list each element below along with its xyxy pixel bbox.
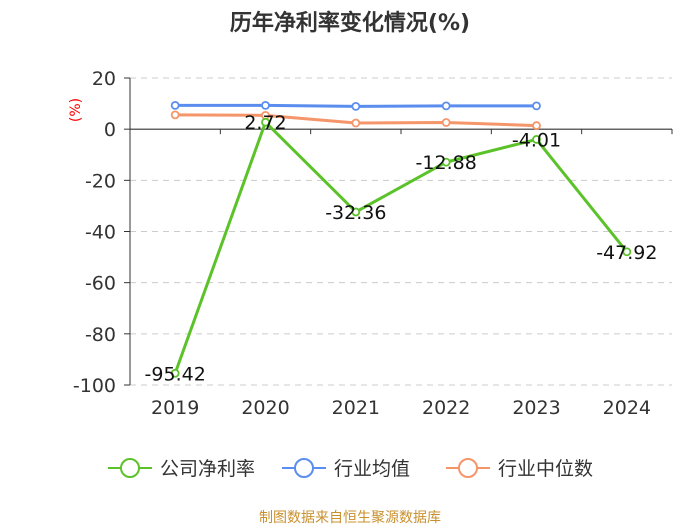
x-tick-label: 2019 (151, 397, 199, 419)
legend-label: 行业均值 (334, 458, 410, 480)
data-point[interactable] (261, 117, 270, 127)
y-tick-label: 20 (92, 68, 116, 90)
data-point[interactable] (170, 100, 180, 110)
y-axis-label: (%) (68, 98, 84, 122)
data-point[interactable] (441, 157, 451, 167)
data-point[interactable] (441, 118, 451, 127)
y-tick-label: -100 (73, 375, 116, 397)
legend-marker (294, 458, 314, 478)
gridlines (130, 77, 672, 386)
legend-item-0[interactable]: 公司净利率 (108, 458, 255, 480)
data-point[interactable] (170, 110, 180, 120)
series-layer: -95.42 2.72 -32.36 -12.88 -4.01 -47.92 (145, 100, 658, 385)
data-point[interactable] (622, 247, 632, 257)
data-label: 2.72 (244, 112, 286, 134)
y-tick-label: -40 (85, 222, 116, 244)
legend-item-2[interactable]: 行业中位数 (446, 458, 593, 480)
axes: 20 0 -20 -40 -60 -80 -100 2019 2020 2021 2022 2023 2… (73, 68, 673, 419)
series-1 (170, 100, 541, 111)
legend-label: 行业中位数 (498, 458, 593, 480)
legend-marker (120, 458, 140, 478)
x-tick-label: 2020 (241, 397, 289, 419)
data-point[interactable] (441, 101, 451, 111)
x-tick-label: 2021 (332, 397, 380, 419)
data-label: -32.36 (325, 202, 386, 224)
legend-marker (458, 458, 478, 478)
source-note: 制图数据来自恒生聚源数据库 (259, 510, 441, 525)
series-line (173, 120, 629, 374)
data-point[interactable] (351, 118, 361, 128)
series-2 (170, 110, 541, 130)
data-point[interactable] (261, 100, 270, 110)
legend[interactable]: 公司净利率 行业均值 行业中位数 (108, 458, 593, 480)
x-tick-label: 2022 (422, 397, 470, 419)
data-label: -95.42 (145, 363, 206, 385)
legend-item-1[interactable]: 行业均值 (282, 458, 410, 480)
data-label: -12.88 (416, 152, 477, 174)
chart-title: 历年净利率变化情况(%) (230, 10, 470, 36)
series-0: -95.42 2.72 -32.36 -12.88 -4.01 -47.92 (145, 112, 658, 385)
data-point[interactable] (351, 101, 361, 111)
y-tick-label: -20 (85, 170, 116, 192)
data-point[interactable] (532, 101, 541, 111)
y-tick-label: 0 (104, 119, 116, 141)
x-tick-label: 2023 (512, 397, 560, 419)
data-label: -4.01 (512, 129, 561, 151)
data-label: -47.92 (596, 242, 657, 264)
legend-label: 公司净利率 (160, 458, 255, 480)
y-tick-label: -80 (85, 324, 116, 346)
data-point[interactable] (351, 207, 361, 217)
data-point[interactable] (170, 368, 180, 378)
y-tick-label: -60 (85, 273, 116, 295)
data-point[interactable] (532, 135, 541, 144)
x-tick-label: 2024 (603, 397, 651, 419)
data-point[interactable] (532, 121, 541, 130)
